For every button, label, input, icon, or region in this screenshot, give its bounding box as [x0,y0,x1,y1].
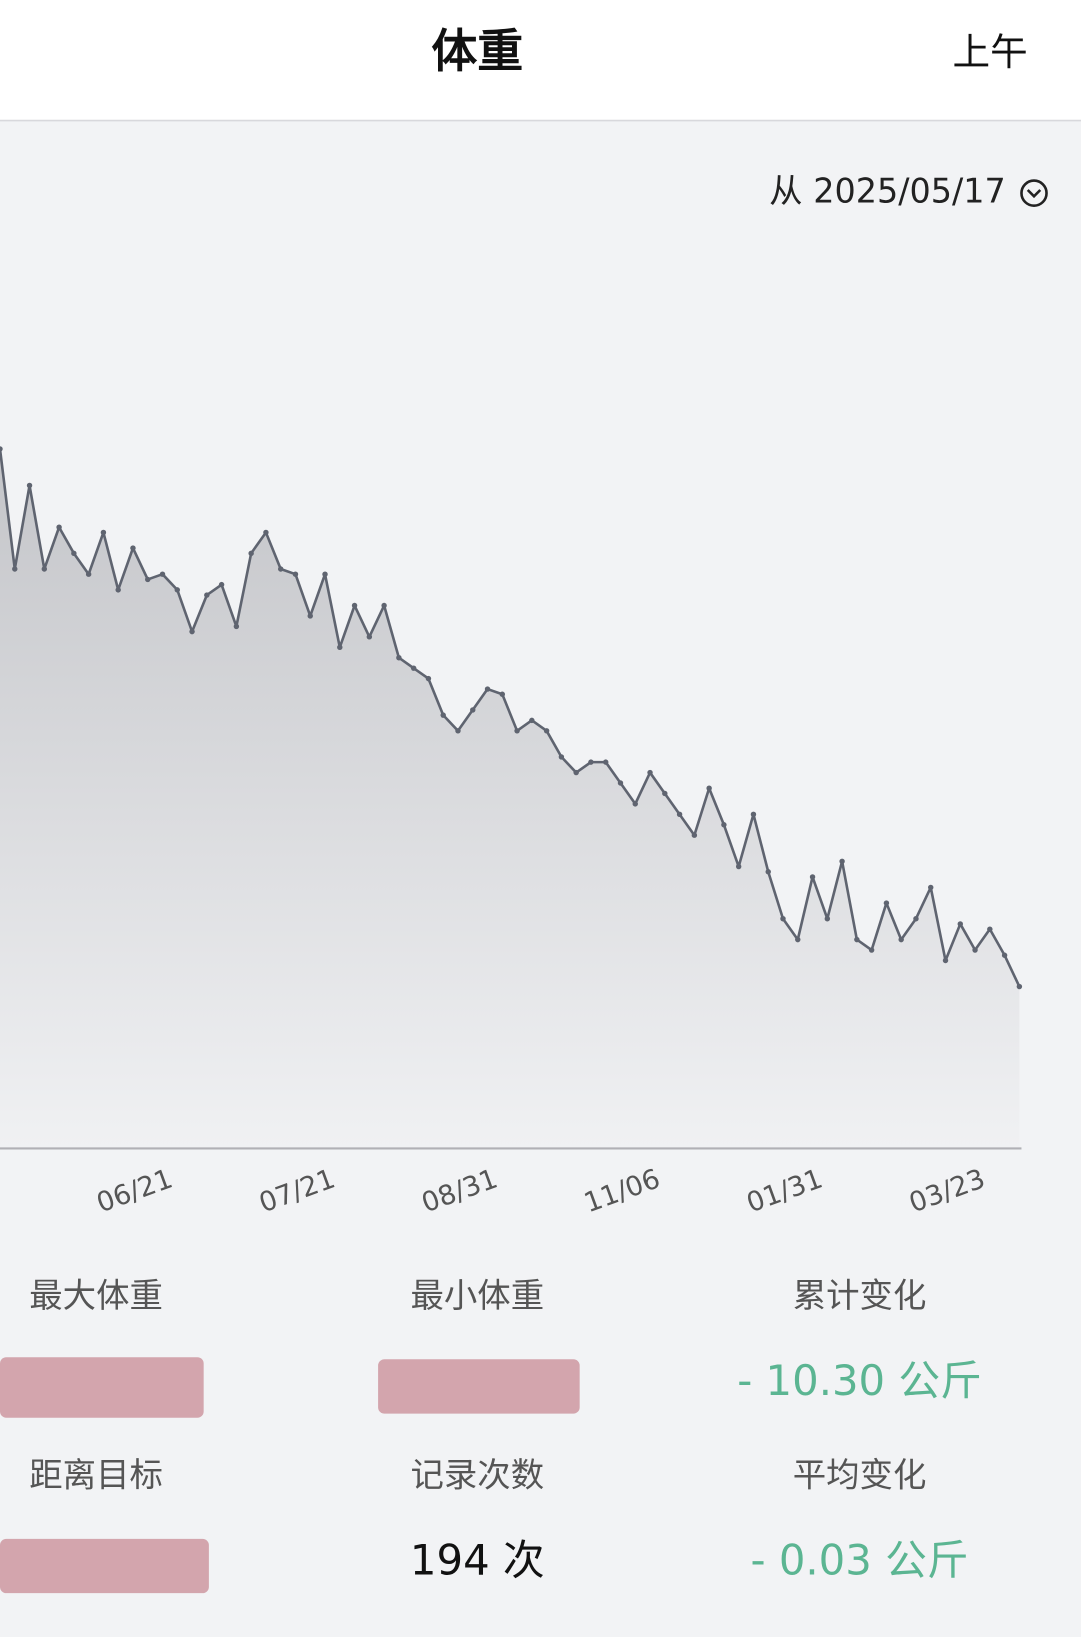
point [543,728,550,734]
point [824,916,831,922]
point [174,587,180,593]
point [56,524,62,530]
x-tick-label: 11/06 [580,1163,664,1219]
point [839,858,845,865]
stat-label: 平均变化 [793,1456,927,1495]
point [337,644,343,650]
point [617,780,624,786]
point [795,936,801,943]
point [71,550,77,557]
point [706,785,712,791]
point [573,769,579,776]
point [145,576,151,583]
point [189,628,195,635]
x-tick-label: 08/31 [418,1163,502,1219]
point [735,863,742,870]
point [632,801,638,807]
point [662,790,668,797]
point [1001,952,1008,958]
point [218,581,225,588]
chart: 06/21 07/21 08/31 11/06 01/31 03/23 [0,446,1023,1219]
point [942,957,949,964]
stat-label: 最大体重 [29,1276,163,1315]
point [351,602,358,609]
point [410,665,417,671]
point [558,754,565,760]
point [529,717,535,724]
x-tick-label: 07/21 [255,1163,339,1219]
stat-label: 累计变化 [793,1276,927,1315]
stat-label: 最小体重 [410,1276,544,1315]
point [263,529,269,536]
point [100,529,107,536]
point [366,634,373,640]
range-label[interactable]: 从 2025/05/17 [769,172,1006,211]
point [913,916,919,922]
point [85,571,92,577]
point [691,832,698,838]
point [1016,983,1023,990]
point [928,884,934,891]
point [765,869,771,875]
redacted [0,1357,580,1594]
point [396,655,402,661]
point [12,566,18,572]
stat-value: - 0.03 公斤 [751,1535,969,1584]
point [322,571,328,577]
point [957,921,963,927]
range-chevron[interactable] [1020,179,1048,207]
point [972,947,978,953]
x-tick-label: 01/31 [743,1163,827,1219]
point [307,613,313,619]
point [440,712,446,718]
point [26,482,33,489]
area [0,448,1020,1149]
point [868,947,875,953]
point [455,728,461,734]
stat-value: - 10.30 公斤 [737,1356,982,1405]
point [603,759,609,765]
header-bar [0,0,1081,121]
point [159,571,166,577]
point [780,916,786,922]
point [381,602,387,609]
point [750,811,757,818]
point [41,566,48,572]
x-tick-label: 03/23 [905,1163,989,1219]
point [883,900,890,906]
point [115,587,121,593]
point [277,566,284,572]
point [470,707,476,713]
point [898,936,904,943]
point [514,728,520,734]
point [588,759,594,765]
point [425,675,432,682]
header-action[interactable]: 上午 [953,30,1028,74]
line [0,448,1021,988]
point [233,623,240,630]
point [987,926,993,932]
point [647,769,653,776]
point [809,874,816,880]
point [292,571,299,577]
point [721,822,727,828]
point [499,691,506,697]
point [130,545,136,551]
stat-label: 记录次数 [410,1456,544,1495]
point [854,936,860,943]
point [204,592,210,598]
point [676,811,683,818]
stat-value: 194 次 [410,1535,545,1584]
stat-label: 距离目标 [29,1456,163,1495]
point [248,550,254,557]
point [0,446,3,452]
x-tick-label: 06/21 [93,1163,177,1219]
point [484,686,491,692]
header-title: 体重 [431,24,523,78]
